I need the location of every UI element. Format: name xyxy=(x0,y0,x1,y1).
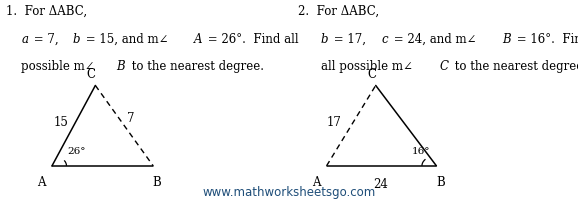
Text: 15: 15 xyxy=(53,116,68,128)
Text: = 17,: = 17, xyxy=(331,33,370,46)
Text: 24: 24 xyxy=(373,178,388,190)
Text: 26°: 26° xyxy=(68,146,86,155)
Text: B: B xyxy=(153,176,162,188)
Text: B: B xyxy=(436,176,445,188)
Text: possible m∠: possible m∠ xyxy=(21,60,95,73)
Text: www.mathworksheetsgo.com: www.mathworksheetsgo.com xyxy=(202,185,376,198)
Text: A: A xyxy=(38,176,46,188)
Text: 2.  For ΔABC,: 2. For ΔABC, xyxy=(298,5,379,18)
Text: = 26°.  Find all: = 26°. Find all xyxy=(205,33,299,46)
Text: = 16°.  Find: = 16°. Find xyxy=(513,33,578,46)
Text: A: A xyxy=(313,176,321,188)
Text: b: b xyxy=(321,33,328,46)
Text: 17: 17 xyxy=(327,116,342,128)
Text: = 15, and m∠: = 15, and m∠ xyxy=(82,33,168,46)
Text: B: B xyxy=(502,33,510,46)
Text: A: A xyxy=(194,33,202,46)
Text: = 7,: = 7, xyxy=(31,33,63,46)
Text: 1.  For ΔABC,: 1. For ΔABC, xyxy=(6,5,87,18)
Text: all possible m∠: all possible m∠ xyxy=(321,60,413,73)
Text: 16°: 16° xyxy=(412,146,430,155)
Text: = 24, and m∠: = 24, and m∠ xyxy=(390,33,477,46)
Text: C: C xyxy=(87,68,96,80)
Text: to the nearest degree.: to the nearest degree. xyxy=(128,60,264,73)
Text: C: C xyxy=(367,68,376,80)
Text: 7: 7 xyxy=(128,112,135,124)
Text: c: c xyxy=(381,33,388,46)
Text: to the nearest degree.: to the nearest degree. xyxy=(451,60,578,73)
Text: a: a xyxy=(21,33,28,46)
Text: C: C xyxy=(439,60,449,73)
Text: B: B xyxy=(116,60,125,73)
Text: b: b xyxy=(72,33,80,46)
